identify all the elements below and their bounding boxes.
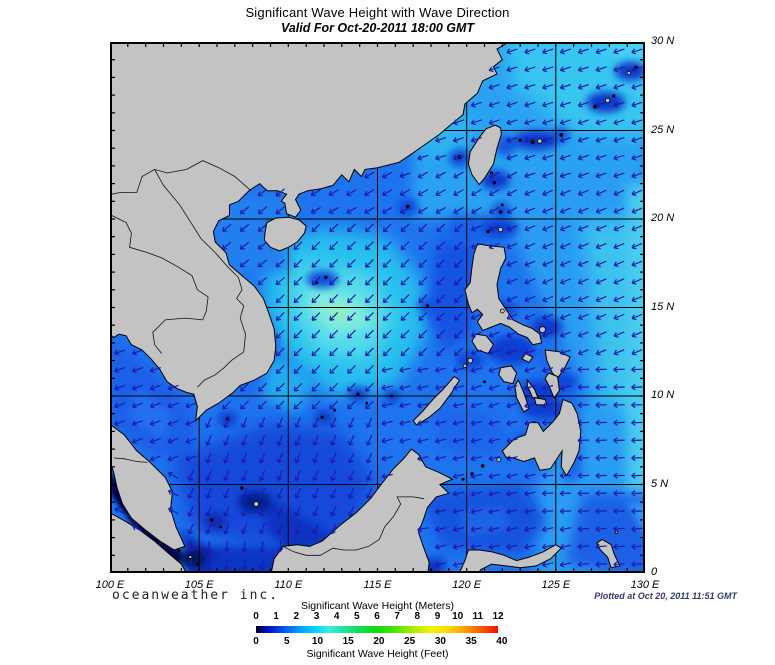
lat-tick-label: 30 N	[651, 35, 675, 47]
lat-tick-label: 20 N	[651, 212, 675, 224]
legend-meters-tick: 1	[273, 611, 279, 622]
legend-feet-ticks: 0 5 10 15 20 25 30 35 40	[253, 636, 507, 648]
wave-height-map	[110, 42, 645, 573]
legend-feet-tick: 30	[434, 636, 446, 647]
lat-tick-label: 5 N	[651, 477, 669, 490]
wave-map-svg	[110, 42, 645, 573]
legend-feet-label: Significant Wave Height (Feet)	[306, 648, 449, 660]
lon-tick-label: 110 E	[274, 579, 303, 591]
plotted-timestamp: Plotted at Oct 20, 2011 11:51 GMT	[594, 591, 737, 601]
lon-tick-label: 100 E	[95, 579, 125, 591]
lon-tick-label: 125 E	[541, 579, 571, 591]
lat-tick-label: 15 N	[651, 300, 675, 313]
legend-feet-tick: 40	[496, 636, 508, 647]
legend-meters-tick: 4	[333, 611, 340, 622]
legend-meters-ticks: 0 1 2 3 4 5 6 7 8 9 10 11 12	[253, 611, 503, 623]
legend-meters-label: Significant Wave Height (Meters)	[300, 600, 455, 612]
legend-meters-tick: 3	[313, 611, 320, 622]
lon-tick-label: 115 E	[363, 579, 392, 591]
lon-tick-label: 105 E	[184, 579, 214, 591]
legend-feet-tick: 10	[311, 636, 324, 647]
legend-feet-tick: 35	[465, 636, 477, 647]
legend-feet-tick: 5	[283, 636, 290, 647]
legend-meters-tick: 0	[253, 611, 259, 622]
legend-feet-tick: 20	[373, 636, 385, 647]
lat-tick-label: 10 N	[651, 389, 675, 401]
legend-meters-tick: 7	[394, 611, 400, 622]
lon-tick-label: 120 E	[452, 579, 482, 591]
legend-meters-tick: 12	[492, 611, 504, 622]
oceanweather-logo: oceanweather inc.	[112, 588, 280, 603]
legend-colorbar	[256, 626, 498, 633]
valid-time-subtitle: Valid For Oct-20-2011 18:00 GMT	[280, 21, 475, 35]
lat-tick-label: 0	[651, 566, 658, 578]
legend-meters-tick: 11	[472, 611, 484, 622]
legend-feet-tick: 0	[253, 636, 259, 647]
lon-tick-label: 130 E	[630, 579, 660, 591]
legend-meters-tick: 10	[452, 611, 464, 622]
legend-feet-tick: 25	[404, 636, 416, 647]
legend-feet-tick: 15	[342, 636, 354, 647]
page-title: Significant Wave Height with Wave Direct…	[245, 5, 510, 20]
lat-tick-label: 25 N	[651, 123, 675, 136]
legend-meters-tick: 8	[414, 611, 421, 622]
legend-meters-tick: 5	[354, 611, 360, 622]
legend-meters-tick: 6	[374, 611, 380, 622]
legend-meters-tick: 9	[434, 611, 441, 622]
legend-meters-tick: 2	[293, 611, 300, 622]
